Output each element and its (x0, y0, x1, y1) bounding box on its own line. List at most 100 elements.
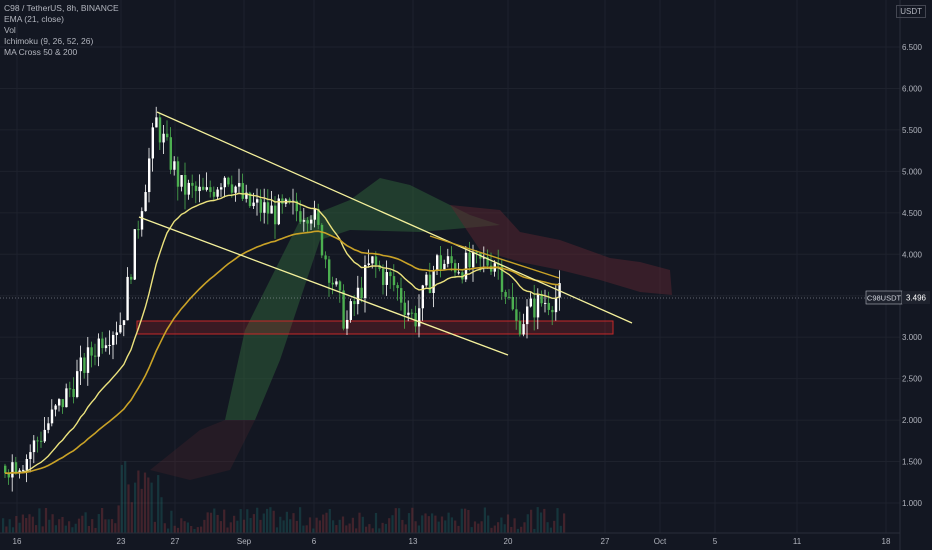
candle-body (313, 208, 316, 220)
volume-bar (457, 525, 460, 533)
candle-body (464, 252, 468, 280)
volume-bar (44, 507, 48, 533)
volume-bar (190, 525, 193, 533)
volume-bar (226, 527, 229, 533)
volume-bar (407, 513, 411, 533)
volume-bar (180, 518, 183, 533)
volume-bar (394, 508, 397, 533)
price-axis-ticks: 6.5006.0005.5005.0004.5004.0003.5003.000… (902, 43, 923, 508)
volume-bar (259, 519, 262, 533)
cloud-bullish (225, 178, 500, 420)
time-tick-label: 20 (504, 537, 513, 546)
time-tick-label: 11 (793, 537, 802, 546)
candle-body (396, 285, 399, 289)
volume-bar (87, 526, 90, 533)
candle-body (547, 302, 550, 310)
volume-bar (289, 519, 292, 533)
price-tick-label: 2.500 (902, 375, 923, 384)
volume-bar (91, 519, 94, 533)
volume-bar (61, 516, 64, 533)
volume-bar (335, 525, 338, 533)
time-tick-label: Sep (237, 537, 252, 546)
volume-bar (160, 497, 163, 533)
volume-bar (308, 517, 312, 533)
volume-bar (157, 475, 160, 533)
candle-body (162, 133, 165, 143)
volume-bar (209, 512, 213, 533)
volume-bar (417, 525, 420, 533)
volume-bar (487, 515, 490, 533)
candle-body (238, 183, 241, 187)
candle-body (79, 357, 82, 372)
candle-body (144, 192, 147, 212)
candle-body (518, 320, 522, 335)
legend-ema[interactable]: EMA (21, close) (4, 14, 64, 24)
legend-vol[interactable]: Vol (4, 25, 16, 35)
last-price-tag-label: 3.496 (906, 294, 927, 303)
candle-body (252, 202, 255, 207)
volume-bar (262, 513, 265, 533)
candle-body (101, 338, 104, 349)
candle-body (508, 296, 511, 298)
price-tick-label: 1.000 (902, 499, 923, 508)
volume-bar (292, 513, 295, 533)
volume-bar (391, 515, 394, 533)
candle-body (130, 276, 133, 280)
volume-bar (193, 528, 196, 533)
candle-body (266, 202, 270, 214)
candle-body (400, 288, 403, 303)
candle-body (212, 191, 216, 197)
candle-body (450, 256, 453, 264)
volume-bar (15, 516, 18, 533)
trendline-upper (156, 111, 633, 324)
candle-body (209, 187, 212, 192)
candle-body (295, 200, 298, 212)
candle-body (184, 175, 187, 195)
candle-body (533, 298, 536, 318)
volume-bar (553, 520, 556, 533)
candle-body (544, 302, 547, 304)
volume-bar (302, 525, 305, 533)
legend-ma-cross[interactable]: MA Cross 50 & 200 (4, 47, 78, 57)
candle-body (173, 161, 176, 170)
volume-bar (371, 528, 374, 533)
volume-bar (556, 508, 559, 533)
candle-body (22, 469, 25, 471)
price-tick-label: 3.000 (902, 333, 923, 342)
volume-bar (150, 482, 153, 533)
candle-body (166, 133, 169, 138)
candle-body (245, 192, 248, 199)
ichimoku-cloud (150, 178, 672, 480)
candle-body (320, 224, 324, 256)
candle-body (180, 175, 183, 187)
volume-bar (490, 527, 493, 533)
volume-bar (186, 522, 189, 533)
price-tick-label: 4.500 (902, 209, 923, 218)
volume-bar (223, 509, 226, 533)
candle-body (536, 293, 540, 318)
legend-title[interactable]: C98 / TetherUS, 8h, BINANCE (4, 3, 119, 13)
candle-body (360, 287, 363, 299)
last-price-tag (902, 291, 930, 304)
volume-bar (25, 518, 28, 533)
volume-bar (233, 515, 236, 533)
candle-body (407, 312, 410, 315)
support-zone (136, 320, 614, 335)
volume-bar (176, 527, 180, 533)
candle-body (421, 285, 424, 309)
candle-body (475, 251, 478, 253)
candle-body (40, 440, 43, 442)
volume-bar (516, 528, 519, 533)
candle-body (259, 199, 262, 213)
candle-body (511, 297, 514, 310)
volume-bar (467, 509, 470, 533)
currency-label[interactable]: USDT (896, 5, 926, 18)
candle-body (551, 309, 554, 313)
candle-body (227, 177, 230, 185)
volume-bars (2, 461, 566, 533)
volume-bar (348, 523, 351, 533)
legend-ichimoku[interactable]: Ichimoku (9, 26, 52, 26) (4, 36, 94, 46)
volume-bar (249, 518, 252, 533)
